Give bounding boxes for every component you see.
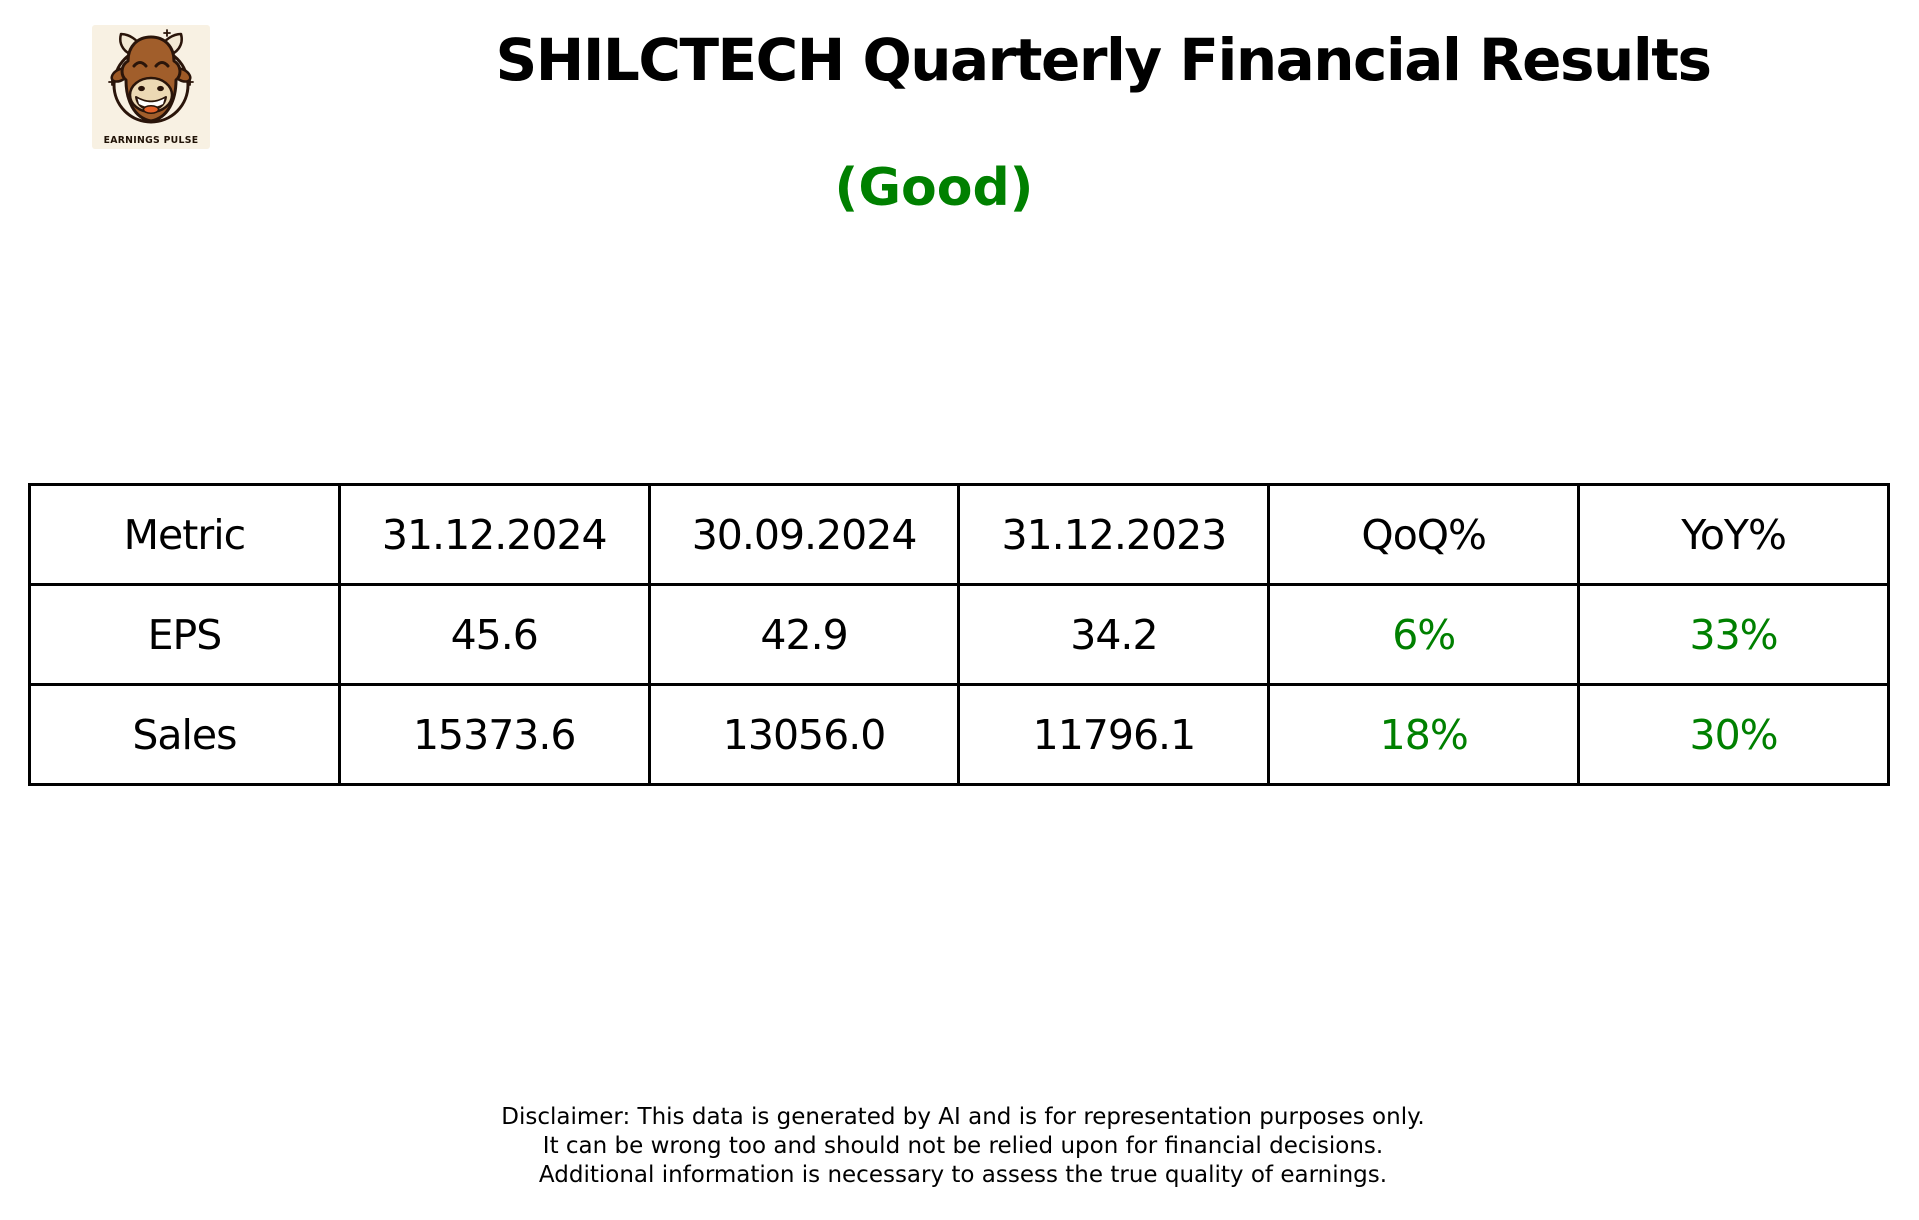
disclaimer-line-2: It can be wrong too and should not be re… — [542, 1133, 1384, 1159]
col-header-metric: Metric — [28, 483, 341, 586]
bull-nostrils — [138, 85, 164, 92]
col-header-q-yearago: 31.12.2023 — [957, 483, 1271, 586]
col-header-q-prev: 30.09.2024 — [647, 483, 961, 586]
table-row-sales: Sales 15373.6 13056.0 11796.1 18% 30% — [28, 683, 1890, 786]
table-row-eps: EPS 45.6 42.9 34.2 6% 33% — [28, 583, 1890, 686]
disclaimer-line-1: Disclaimer: This data is generated by AI… — [501, 1104, 1425, 1130]
sales-value-prev: 13056.0 — [647, 683, 961, 786]
table-header-row: Metric 31.12.2024 30.09.2024 31.12.2023 … — [28, 483, 1890, 586]
sales-value-current: 15373.6 — [337, 683, 651, 786]
earnings-pulse-logo: EARNINGS PULSE — [92, 25, 210, 149]
eps-yoy-pct: 33% — [1577, 583, 1890, 686]
bull-teeth — [137, 98, 165, 108]
logo-brand-text: EARNINGS PULSE — [104, 135, 199, 146]
col-header-yoy: YoY% — [1577, 483, 1890, 586]
eps-metric-label: EPS — [28, 583, 341, 686]
eps-value-prev: 42.9 — [647, 583, 961, 686]
sales-value-yearago: 11796.1 — [957, 683, 1271, 786]
page-title: SHILCTECH Quarterly Financial Results — [495, 26, 1712, 94]
disclaimer: Disclaimer: This data is generated by AI… — [501, 1103, 1424, 1190]
sales-yoy-pct: 30% — [1577, 683, 1890, 786]
bull-tongue — [142, 104, 160, 115]
financial-results-table: Metric 31.12.2024 30.09.2024 31.12.2023 … — [28, 483, 1890, 786]
col-header-qoq: QoQ% — [1267, 483, 1581, 586]
sales-metric-label: Sales — [28, 683, 341, 786]
eps-qoq-pct: 6% — [1267, 583, 1581, 686]
verdict-label: (Good) — [834, 158, 1034, 218]
eps-value-yearago: 34.2 — [957, 583, 1271, 686]
disclaimer-line-3: Additional information is necessary to a… — [538, 1162, 1388, 1188]
eps-value-current: 45.6 — [337, 583, 651, 686]
laughing-bull-icon: EARNINGS PULSE — [92, 25, 210, 149]
sales-qoq-pct: 18% — [1267, 683, 1581, 786]
bull-eyes — [132, 61, 170, 68]
col-header-q-current: 31.12.2024 — [337, 483, 651, 586]
